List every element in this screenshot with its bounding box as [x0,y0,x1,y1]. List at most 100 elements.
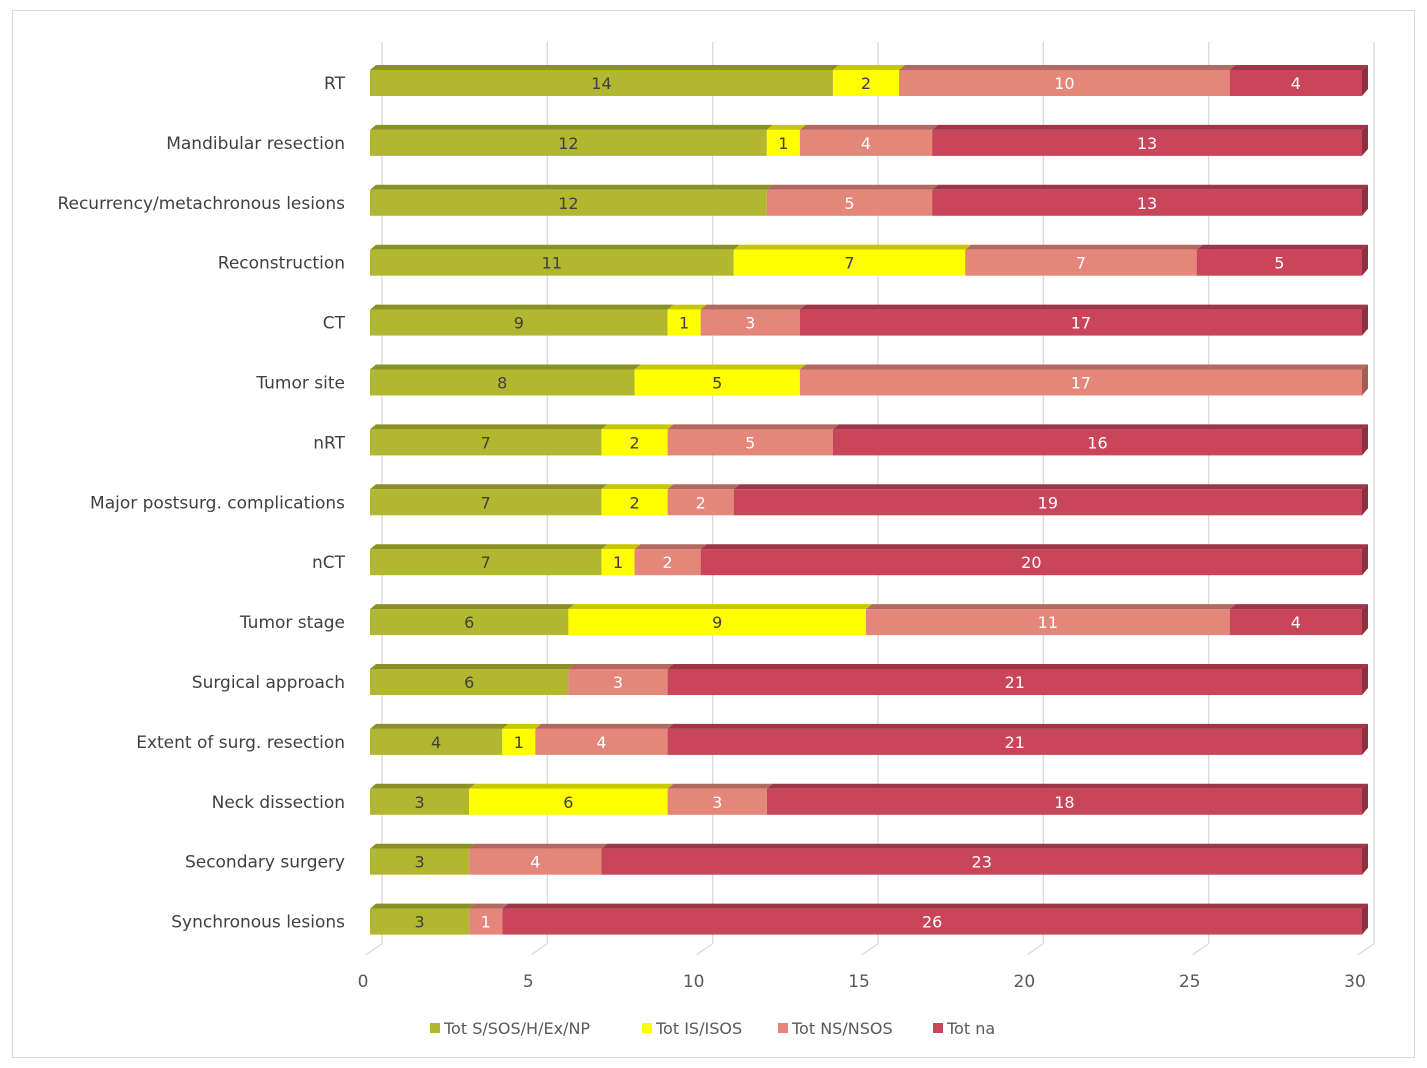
bar-segment-top [932,124,1368,130]
data-label: 2 [629,433,639,452]
data-label: 8 [497,374,507,393]
data-label: 17 [1071,374,1091,393]
bar-segment-top [370,184,773,190]
data-label: 14 [591,74,611,93]
category-label: Neck dissection [212,793,345,813]
bar-row: 6 9 11 4 [370,604,1368,636]
bar-segment-top [469,843,608,849]
bar-end-cap [1362,65,1368,96]
bar-segment-top [667,664,1368,669]
bar-segment-top [1196,244,1368,250]
legend-swatch [778,1023,788,1033]
data-label: 9 [514,314,524,333]
legend-swatch [933,1023,943,1033]
bar-end-cap [1362,304,1368,336]
bar-segment [370,249,734,276]
category-label: Synchronous lesions [171,913,345,933]
data-label: 3 [415,793,425,812]
data-label: 4 [530,853,540,872]
x-tick-label: 20 [1014,972,1036,992]
data-label: 10 [1054,74,1074,93]
bar-end-cap [1362,184,1368,216]
bar-end-cap [1362,544,1368,576]
data-label: 12 [558,194,578,213]
x-tick-label: 15 [848,972,870,992]
bar-segment-top [799,364,1368,370]
bar-segment-top [370,364,641,370]
data-label: 19 [1038,493,1058,512]
category-label: Secondary surgery [185,853,345,873]
bar-row: 6 3 21 [370,664,1368,695]
bar-segment-top [370,544,608,550]
bar-segment-top [733,244,972,250]
floor-gridline [1026,943,1044,956]
data-label: 4 [596,733,606,752]
bar-segment [866,609,1230,636]
data-label: 7 [481,553,491,572]
bar-segment [899,70,1230,96]
bar-segment-top [1229,604,1368,610]
data-label: 18 [1054,793,1074,812]
bar-segment [700,309,800,336]
data-label: 26 [922,913,942,932]
data-label: 9 [712,613,722,632]
bar-segment-top [370,843,476,849]
data-label: 12 [558,134,578,153]
data-label: 13 [1137,134,1157,153]
bar-segment [932,189,1362,216]
data-label: 21 [1005,733,1025,752]
bar-segment [832,70,900,96]
bar-row: 9 1 3 17 [370,304,1368,336]
bar-segment [700,549,1362,576]
data-label: 6 [464,613,474,632]
bar-segment-top [370,304,674,310]
bar-segment-top [370,424,608,430]
data-label: 3 [712,793,722,812]
bar-segment [667,429,833,456]
data-label: 11 [1038,613,1058,632]
bar-segment [370,489,602,516]
legend-label: Tot S/SOS/H/Ex/NP [443,1019,590,1038]
bar-segment [832,429,1362,456]
x-tick-label: 10 [683,972,705,992]
bar-end-cap [1362,903,1368,935]
bar-segment [535,728,668,755]
bar-segment [667,489,734,516]
data-label: 16 [1087,433,1107,452]
bar-segment [370,848,470,875]
bar-end-cap [1362,484,1368,516]
bar-segment-top [700,304,806,310]
bar-end-cap [1362,124,1368,156]
bar-segment [370,369,635,396]
bar-segment [370,609,569,636]
floor-gridline [530,943,548,956]
legend-label: Tot IS/ISOS [655,1019,742,1038]
bar-segment [370,788,470,815]
bar-segment [667,309,701,336]
data-label: 20 [1021,553,1041,572]
category-label: Reconstruction [218,254,345,274]
bar-segment-top [370,604,575,610]
data-label: 11 [542,254,562,273]
data-label: 3 [613,673,623,692]
data-label: 4 [1291,613,1301,632]
legend-label: Tot na [946,1019,995,1038]
data-label: 23 [972,853,992,872]
bar-segment-top [469,903,509,909]
floor-gridline [1192,943,1210,956]
data-label: 6 [563,793,573,812]
data-label: 4 [861,134,871,153]
bar-segment-top [568,604,872,610]
bar-segment-top [601,484,674,490]
bar-end-cap [1362,364,1368,396]
bar-end-cap [1362,244,1368,276]
bar-segment-top [766,783,1368,789]
bar-segment-top [799,124,939,130]
bar-segment-top [601,843,1368,849]
bar-segment [1229,70,1362,96]
bar-segment [766,189,933,216]
bar-segment-top [535,723,674,729]
x-tick-label: 0 [358,972,369,992]
bar-end-cap [1362,424,1368,456]
